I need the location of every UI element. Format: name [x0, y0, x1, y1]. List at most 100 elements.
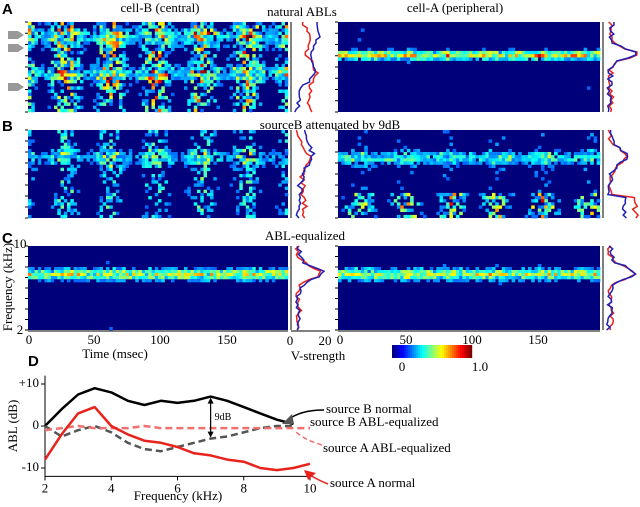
spectrogram-cell [531, 152, 535, 156]
spectrogram-cell [547, 267, 552, 271]
spectrogram-cell [31, 161, 35, 165]
spectrogram-cell [161, 158, 165, 162]
spectrogram-cell [413, 273, 417, 277]
spectrogram-cell [462, 270, 466, 274]
spectrogram-cell [206, 186, 211, 190]
side-curve [294, 21, 321, 113]
spectrogram-cell [462, 199, 466, 203]
spectrogram-cell [383, 158, 388, 162]
spectrogram-cell [119, 38, 123, 42]
spectrogram-cell [452, 273, 457, 277]
spectrogram-cell [252, 211, 256, 216]
spectrogram-cell [390, 155, 394, 159]
spectrogram-cell [57, 108, 61, 113]
spectrogram-cell [255, 41, 259, 45]
spectrogram-cell [521, 50, 525, 55]
spectrogram-cell [249, 158, 253, 162]
spectrogram-cell [498, 152, 503, 156]
spectrogram-cell [488, 50, 493, 55]
spectrogram-cell [93, 155, 97, 159]
spectrogram-cell [70, 31, 74, 36]
spectrogram-cell [122, 155, 126, 159]
spectrogram-cell [364, 267, 368, 271]
spectrogram-cell [73, 102, 77, 106]
spectrogram-cell [236, 211, 240, 216]
spectrogram-cell [377, 276, 381, 280]
spectrogram-cell [410, 270, 414, 274]
spectrogram-cell [109, 155, 113, 159]
spectrogram-cell [573, 57, 578, 61]
spectrogram-cell [281, 180, 285, 184]
spectrogram-cell [347, 267, 352, 271]
spectrogram-cell [44, 267, 48, 271]
spectrogram-cell [436, 267, 440, 271]
spectrogram-cell [436, 50, 440, 55]
spectrogram-cell [505, 50, 509, 55]
spectrogram-cell [436, 211, 440, 216]
spectrogram-cell [54, 196, 58, 200]
spectrogram-cell [109, 44, 113, 48]
spectrogram-cell [180, 34, 185, 39]
spectrogram-cell [281, 211, 285, 216]
spectrogram-cell [459, 158, 463, 162]
spectrogram-cell [187, 189, 191, 194]
spectrogram-cell [216, 76, 220, 81]
spectrogram-cell [125, 161, 129, 165]
spectrogram-cell [449, 270, 453, 274]
spectrogram-cell [544, 158, 548, 162]
series-line [44, 424, 310, 432]
spectrogram-cell [180, 28, 185, 32]
spectrogram-cell [158, 164, 162, 168]
spectrogram-cell [96, 161, 100, 165]
spectrogram-cell [242, 108, 246, 113]
spectrogram-cell [154, 63, 159, 68]
spectrogram-cell [219, 83, 224, 87]
spectrogram-cell [223, 34, 227, 39]
spectrogram-cell [197, 180, 201, 184]
spectrogram-cell [99, 44, 103, 48]
colorbar-cell [396, 345, 399, 358]
spectrogram-cell [590, 276, 594, 280]
spectrogram-cell [446, 267, 450, 271]
spectrogram-cell [148, 279, 152, 283]
time-label: Time (msec) [82, 346, 148, 361]
spectrogram-cell [174, 270, 178, 274]
spectrogram-cell [154, 155, 159, 159]
spectrogram-cell [197, 25, 201, 29]
spectrogram-background [338, 246, 600, 330]
spectrogram-cell [518, 54, 522, 58]
spectrogram-cell [180, 155, 185, 159]
spectrogram-cell [119, 41, 123, 45]
spectrogram-cell [242, 148, 246, 153]
spectrogram-cell [433, 279, 437, 283]
spectrogram-cell [236, 67, 240, 71]
spectrogram-cell [252, 186, 256, 190]
spectrogram-cell [524, 214, 529, 219]
spectrogram-cell [115, 38, 120, 42]
spectrogram-cell [226, 273, 230, 277]
row-title: natural ABLs [267, 4, 337, 19]
spectrogram-cell [488, 214, 493, 219]
spectrogram-cell [63, 79, 68, 84]
spectrogram-cell [396, 158, 401, 162]
spectrogram-cell [73, 167, 77, 172]
spectrogram-cell [119, 99, 123, 103]
spectrogram-cell [344, 158, 349, 162]
spectrogram-cell [351, 202, 355, 206]
spectrogram-cell [93, 99, 97, 103]
spectrogram-cell [501, 54, 506, 58]
spectrogram-cell [521, 158, 525, 162]
spectrogram-cell [161, 44, 165, 48]
spectrogram-cell [239, 270, 243, 274]
spectrogram-cell [210, 34, 214, 39]
spectrogram-cell [338, 158, 342, 162]
spectrogram-cell [112, 267, 116, 271]
spectrogram-cell [245, 76, 250, 81]
spectrogram-cell [482, 50, 486, 55]
spectrogram-cell [76, 28, 81, 32]
spectrogram-cell [122, 276, 126, 280]
spectrogram-cell [80, 270, 84, 274]
spectrogram-cell [364, 186, 368, 190]
spectrogram-cell [96, 155, 100, 159]
spectrogram-cell [560, 54, 565, 58]
